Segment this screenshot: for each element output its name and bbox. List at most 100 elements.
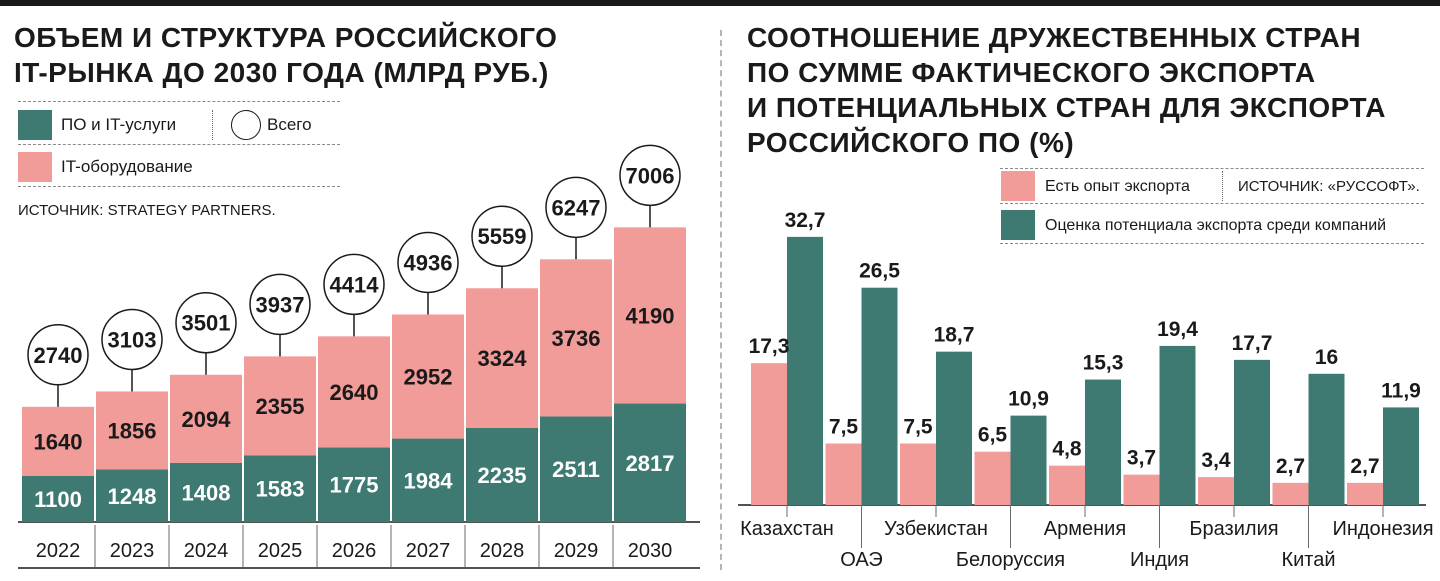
bar-hardware-2028	[466, 288, 538, 429]
x-tick-label-2028: 2028	[480, 540, 525, 562]
value-label-software-2028: 2235	[478, 463, 527, 488]
bar-experience-Индия	[1123, 474, 1160, 505]
value-label-hardware-2030: 4190	[626, 303, 675, 328]
value-label-hardware-2024: 2094	[182, 407, 232, 432]
value-label-software-2029: 2511	[552, 457, 600, 482]
total-circle-2030	[619, 144, 681, 207]
total-label-2026: 4414	[330, 272, 380, 297]
total-label-2024: 3501	[182, 311, 231, 336]
bar-potential-Белоруссия	[1010, 415, 1047, 505]
x-tick-label-Индонезия: Индонезия	[1332, 518, 1433, 540]
bar-software-2025	[244, 455, 316, 522]
value-label-experience-Бразилия: 3,4	[1201, 449, 1231, 472]
legend-swatch-experience	[1001, 171, 1035, 201]
left-legend-rule-bottom	[18, 186, 340, 187]
value-label-potential-Китай: 16	[1315, 346, 1338, 369]
value-label-potential-Армения: 15,3	[1083, 352, 1124, 375]
value-label-software-2024: 1408	[182, 480, 231, 505]
total-circle-2026	[323, 253, 385, 316]
it-market-chart: 1100 1640 2740 2022 1248 1856 3103 2023 1408 2094…	[18, 144, 700, 569]
x-tick-label-Армения: Армения	[1044, 518, 1126, 540]
legend-label-hardware: IT-оборудование	[61, 157, 193, 176]
value-label-hardware-2023: 1856	[108, 418, 157, 443]
right-title-line-2: ПО СУММЕ ФАКТИЧЕСКОГО ЭКСПОРТА	[747, 57, 1316, 88]
value-label-experience-Индонезия: 2,7	[1350, 455, 1379, 478]
value-label-potential-Узбекистан: 18,7	[934, 324, 975, 347]
right-chart-title: СООТНОШЕНИЕ ДРУЖЕСТВЕННЫХ СТРАН ПО СУММЕ…	[747, 20, 1427, 160]
bar-hardware-2029	[540, 259, 612, 417]
value-label-experience-Армения: 4,8	[1052, 438, 1082, 461]
bar-software-2023	[96, 469, 168, 522]
value-label-potential-Белоруссия: 10,9	[1008, 388, 1049, 411]
left-chart-title: ОБЪЕМ И СТРУКТУРА РОССИЙСКОГО IT-РЫНКА Д…	[14, 20, 634, 90]
right-legend-rule-top	[1000, 168, 1424, 169]
bar-experience-Армения	[1049, 465, 1085, 505]
bar-experience-Бразилия	[1198, 477, 1234, 505]
bar-potential-Индонезия	[1383, 407, 1419, 505]
right-title-line-1: СООТНОШЕНИЕ ДРУЖЕСТВЕННЫХ СТРАН	[747, 22, 1362, 53]
value-label-hardware-2027: 2952	[404, 365, 453, 390]
x-tick-label-2023: 2023	[110, 540, 155, 562]
bar-software-2024	[170, 462, 242, 522]
total-label-2029: 6247	[552, 195, 601, 220]
value-label-experience-ОАЭ: 7,5	[829, 416, 859, 439]
x-tick-label-Казахстан: Казахстан	[740, 518, 834, 540]
value-label-software-2027: 1984	[404, 468, 454, 493]
right-legend-rule-mid	[1000, 203, 1424, 204]
bar-hardware-2030	[614, 227, 686, 404]
bar-hardware-2023	[96, 391, 168, 470]
value-label-potential-Индонезия: 11,9	[1381, 379, 1421, 402]
value-label-potential-Бразилия: 17,7	[1232, 332, 1273, 355]
bar-hardware-2026	[318, 336, 390, 448]
total-circle-2023	[101, 308, 163, 371]
left-title-line-1: ОБЪЕМ И СТРУКТУРА РОССИЙСКОГО	[14, 22, 558, 53]
legend-swatch-software	[18, 110, 52, 140]
x-tick-label-2022: 2022	[36, 540, 81, 562]
bar-software-2027	[392, 438, 464, 522]
bar-potential-Бразилия	[1234, 359, 1270, 505]
total-circle-2022	[27, 324, 89, 386]
value-label-experience-Казахстан: 17,3	[749, 335, 790, 358]
bar-potential-Китай	[1308, 373, 1345, 505]
legend-label-potential: Оценка потенциала экспорта среди компани…	[1045, 217, 1387, 234]
bar-potential-Армения	[1085, 379, 1121, 505]
left-legend-separator	[212, 110, 213, 140]
bar-hardware-2022	[22, 406, 94, 476]
value-label-software-2026: 1775	[330, 473, 379, 498]
legend-swatch-total	[231, 110, 261, 140]
value-label-software-2025: 1583	[256, 477, 305, 502]
x-tick-label-Китай: Китай	[1281, 549, 1335, 571]
total-circle-2027	[397, 231, 459, 294]
x-tick-label-2026: 2026	[332, 540, 377, 562]
panel-divider	[720, 30, 722, 570]
value-label-software-2023: 1248	[108, 484, 157, 509]
value-label-hardware-2026: 2640	[330, 380, 379, 405]
value-label-experience-Узбекистан: 7,5	[903, 416, 933, 439]
value-label-hardware-2022: 1640	[34, 429, 83, 454]
left-source: ИСТОЧНИК: STRATEGY PARTNERS.	[18, 202, 276, 219]
right-title-line-3: И ПОТЕНЦИАЛЬНЫХ СТРАН ДЛЯ ЭКСПОРТА	[747, 92, 1387, 123]
bar-hardware-2025	[244, 356, 316, 456]
value-label-software-2022: 1100	[34, 487, 82, 512]
top-bar	[0, 0, 1440, 6]
value-label-hardware-2025: 2355	[256, 394, 305, 419]
value-label-potential-Казахстан: 32,7	[785, 209, 826, 232]
bar-software-2028	[466, 428, 538, 522]
legend-swatch-hardware	[18, 152, 52, 182]
total-label-2027: 4936	[404, 250, 453, 275]
total-circle-2024	[175, 291, 237, 354]
value-label-experience-Китай: 2,7	[1276, 455, 1305, 478]
x-tick-label-2030: 2030	[628, 540, 673, 562]
total-circle-2029	[545, 176, 607, 239]
right-source: ИСТОЧНИК: «РУССОФТ».	[1238, 178, 1420, 195]
bar-potential-ОАЭ	[861, 287, 898, 505]
bar-experience-Белоруссия	[974, 451, 1011, 505]
total-label-2023: 3103	[108, 327, 157, 352]
total-label-2025: 3937	[256, 292, 305, 317]
bar-experience-Китай	[1272, 482, 1309, 505]
value-label-potential-Индия: 19,4	[1157, 318, 1198, 341]
x-tick-label-2027: 2027	[406, 540, 451, 562]
bar-potential-Узбекистан	[936, 351, 972, 505]
bar-hardware-2024	[170, 374, 242, 463]
x-tick-label-Индия: Индия	[1130, 549, 1189, 571]
